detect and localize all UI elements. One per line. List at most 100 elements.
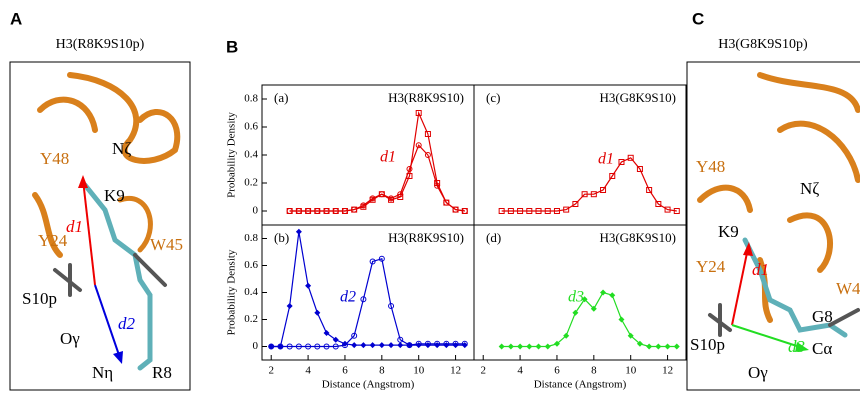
marker bbox=[536, 344, 542, 350]
molecule-c bbox=[700, 75, 858, 335]
x-tick-label: 8 bbox=[379, 365, 385, 377]
chart-title: H3(G8K9S10) bbox=[599, 90, 676, 105]
marker bbox=[397, 342, 403, 348]
panel-label: B bbox=[226, 37, 238, 56]
marker bbox=[314, 310, 320, 316]
x-tick-label: 6 bbox=[554, 365, 560, 377]
marker bbox=[526, 344, 532, 350]
x-tick-label: 10 bbox=[625, 365, 637, 377]
x-axis-label: Distance (Angstrom) bbox=[322, 379, 415, 391]
x-tick-label: 4 bbox=[517, 365, 523, 377]
marker bbox=[508, 344, 514, 350]
y-axis-label: Probability Density bbox=[226, 249, 238, 335]
atom-label: Y48 bbox=[40, 149, 69, 168]
marker bbox=[287, 303, 293, 309]
series bbox=[499, 290, 680, 350]
atom-label: Y48 bbox=[696, 157, 725, 176]
atom-label: Y24 bbox=[696, 257, 726, 276]
atom-label: Nζ bbox=[800, 179, 819, 198]
atom-label: W45 bbox=[150, 235, 183, 254]
marker bbox=[351, 342, 357, 348]
marker bbox=[499, 344, 505, 350]
chart-title: H3(R8K9S10) bbox=[388, 230, 464, 245]
distance-label: d3 bbox=[788, 337, 805, 356]
y-tick-label: 0.2 bbox=[244, 313, 258, 325]
marker bbox=[296, 229, 302, 235]
panel-label: A bbox=[10, 9, 22, 28]
panel-tag: (d) bbox=[486, 230, 501, 245]
panel-label: C bbox=[692, 9, 704, 28]
marker bbox=[618, 317, 624, 323]
series bbox=[269, 256, 468, 349]
marker bbox=[360, 342, 366, 348]
x-tick-label: 4 bbox=[305, 365, 311, 377]
y-axis-label: Probability Density bbox=[226, 112, 238, 198]
atom-label: K9 bbox=[718, 222, 739, 241]
series-line bbox=[271, 232, 465, 347]
annotation: d2 bbox=[340, 289, 356, 306]
distance-label: d1 bbox=[66, 217, 83, 236]
y-tick-label: 0.6 bbox=[244, 121, 258, 133]
annotation: d1 bbox=[598, 151, 614, 168]
charts: 0 0.2 0.4 0.6 0.8 Probability Density (a) H3(R8… bbox=[226, 85, 686, 391]
atom-label: W45 bbox=[836, 279, 860, 298]
atom-label: R8 bbox=[152, 363, 172, 382]
panel-title: H3(R8K9S10p) bbox=[56, 37, 145, 52]
series-line bbox=[271, 259, 465, 347]
x-tick-label: 10 bbox=[413, 365, 425, 377]
atom-label: G8 bbox=[812, 307, 833, 326]
x-tick-label: 12 bbox=[662, 365, 673, 377]
arrow-d1 bbox=[732, 248, 748, 325]
arrowhead bbox=[113, 351, 123, 364]
panel-title: H3(G8K9S10p) bbox=[718, 37, 808, 52]
marker bbox=[388, 342, 394, 348]
panel-tag: (c) bbox=[486, 90, 500, 105]
marker bbox=[646, 344, 652, 350]
annotation: d1 bbox=[380, 149, 396, 166]
y-tick-label: 0.2 bbox=[244, 177, 258, 189]
arrowhead bbox=[78, 175, 88, 188]
atom-label: K9 bbox=[104, 186, 125, 205]
y-tick-label: 0.4 bbox=[244, 149, 258, 161]
marker bbox=[545, 344, 551, 350]
x-tick-label: 6 bbox=[342, 365, 348, 377]
arrow-d2 bbox=[95, 285, 120, 358]
marker bbox=[674, 344, 680, 350]
panel-tag: (a) bbox=[274, 90, 288, 105]
chart-title: H3(G8K9S10) bbox=[599, 230, 676, 245]
molecule-a bbox=[35, 75, 177, 368]
y-tick-label: 0 bbox=[253, 340, 259, 352]
atom-label: Oγ bbox=[60, 329, 80, 348]
marker bbox=[379, 342, 385, 348]
x-tick-label: 12 bbox=[450, 365, 461, 377]
series-line bbox=[502, 158, 677, 211]
series bbox=[287, 111, 467, 214]
marker bbox=[370, 342, 376, 348]
x-tick-label: 2 bbox=[480, 365, 486, 377]
distance-label: d1 bbox=[752, 260, 769, 279]
atom-label: Nη bbox=[92, 363, 113, 382]
figure: A H3(R8K9S10p) Y48 Nζ K9 d1 Y24 W45 S10p… bbox=[0, 0, 860, 398]
marker bbox=[665, 344, 671, 350]
atom-label: Oγ bbox=[748, 363, 768, 382]
marker bbox=[600, 290, 606, 296]
y-tick-label: 0.8 bbox=[244, 232, 258, 244]
y-tick-label: 0.6 bbox=[244, 259, 258, 271]
panel-tag: (b) bbox=[274, 230, 289, 245]
plot-frame bbox=[474, 85, 686, 225]
y-tick-label: 0.8 bbox=[244, 93, 258, 105]
atom-label: Cα bbox=[812, 339, 832, 358]
y-tick-label: 0 bbox=[253, 205, 259, 217]
series-line bbox=[502, 293, 677, 347]
series bbox=[287, 143, 467, 214]
marker bbox=[305, 283, 311, 289]
marker bbox=[517, 344, 523, 350]
series bbox=[268, 229, 468, 350]
y-tick-label: 0.4 bbox=[244, 286, 258, 298]
atom-label: S10p bbox=[690, 335, 725, 354]
x-tick-label: 8 bbox=[591, 365, 597, 377]
plot-frame bbox=[262, 225, 474, 360]
x-tick-label: 2 bbox=[268, 365, 274, 377]
chart-title: H3(R8K9S10) bbox=[388, 90, 464, 105]
atom-label: Y24 bbox=[38, 231, 68, 250]
